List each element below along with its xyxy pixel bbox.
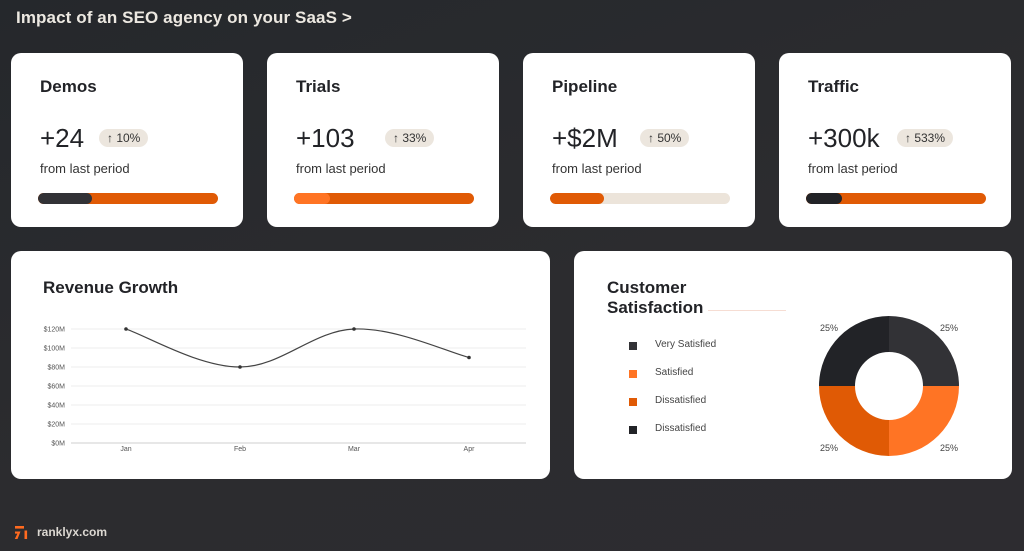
kpi-subtitle: from last period <box>296 161 386 176</box>
kpi-title: Demos <box>40 77 97 96</box>
kpi-value: +300k <box>808 123 880 153</box>
kpi-value: +$2M <box>552 123 618 153</box>
legend-item: Satisfied <box>629 367 829 383</box>
legend-item: Very Satisfied <box>629 339 829 355</box>
data-point <box>238 365 242 369</box>
chart-title: Revenue Growth <box>43 278 179 297</box>
svg-text:$120M: $120M <box>44 327 66 334</box>
kpi-title: Traffic <box>808 77 860 96</box>
legend-swatch <box>629 426 637 434</box>
slice-label: 25% <box>940 443 958 453</box>
kpi-subtitle: from last period <box>40 161 130 176</box>
brand-name: ranklyx.com <box>37 525 108 539</box>
svg-text:$0M: $0M <box>51 441 65 448</box>
data-points <box>124 327 471 369</box>
legend-label: Satisfied <box>655 367 694 378</box>
kpi-value: +103 <box>296 123 355 153</box>
kpi-progress-bar <box>38 193 218 204</box>
kpi-change-badge: ↑ 533% <box>897 129 954 147</box>
data-point <box>352 327 356 331</box>
ranklyx-logo-icon <box>14 526 28 539</box>
kpi-progress-fill <box>38 193 92 204</box>
y-axis-ticks: $0M $20M $40M $60M $80M $100M $120M <box>44 327 66 448</box>
donut-slice <box>819 316 889 386</box>
x-axis-ticks: Jan Feb Mar Apr <box>120 446 475 453</box>
svg-text:Jan: Jan <box>120 446 131 453</box>
chart-title: Customer Satisfaction <box>607 278 704 317</box>
kpi-progress-bar <box>294 193 474 204</box>
legend-swatch <box>629 342 637 350</box>
slice-label: 25% <box>820 443 838 453</box>
legend-item: Dissatisfied <box>629 395 829 411</box>
data-point <box>467 355 471 360</box>
kpi-progress-fill <box>294 193 330 204</box>
legend-label: Dissatisfied <box>655 395 707 406</box>
donut-slices <box>819 316 959 456</box>
revenue-line-chart: $0M $20M $40M $60M $80M $100M $120M Jan Feb Mar A… <box>44 327 526 453</box>
revenue-line <box>125 328 470 368</box>
kpi-card-pipeline: Pipeline +$2M ↑ 50% from last period <box>523 53 755 227</box>
kpi-value: +24 <box>40 123 85 153</box>
kpi-card-trials: Trials +103 ↑ 33% from last period <box>267 53 499 227</box>
kpi-change-badge: ↑ 33% <box>385 129 435 147</box>
kpi-card-traffic: Traffic +300k ↑ 533% from last period <box>779 53 1011 227</box>
slice-label: 25% <box>820 323 838 333</box>
donut-slice <box>889 386 959 456</box>
customer-satisfaction-card: Customer Satisfaction Very Satisfied Sat… <box>574 251 1012 479</box>
svg-text:$80M: $80M <box>47 365 65 372</box>
kpi-title: Pipeline <box>552 77 618 96</box>
kpi-progress-bar <box>806 193 986 204</box>
legend-label: Very Satisfied <box>655 339 717 350</box>
slice-label: 25% <box>940 323 958 333</box>
kpi-progress-fill <box>806 193 842 204</box>
svg-text:Apr: Apr <box>464 446 476 453</box>
legend-swatch <box>629 370 637 378</box>
kpi-subtitle: from last period <box>808 161 898 176</box>
kpi-card-demos: Demos +24 ↑ 10% from last period <box>11 53 243 227</box>
legend-item: Dissatisfied <box>629 423 829 439</box>
legend-swatch <box>629 398 637 406</box>
kpi-progress-bar <box>550 193 730 204</box>
svg-text:$20M: $20M <box>47 422 65 429</box>
satisfaction-donut-chart: 25% 25% 25% 25% <box>819 316 959 456</box>
revenue-growth-card: Revenue Growth $0M $20M $40M $60M $80M $100M $… <box>11 251 550 479</box>
svg-text:Mar: Mar <box>348 446 361 453</box>
kpi-progress-fill <box>550 193 604 204</box>
svg-text:Feb: Feb <box>234 446 246 453</box>
kpi-title: Trials <box>296 77 341 96</box>
chart-gridlines <box>71 328 526 444</box>
data-point <box>124 327 128 331</box>
kpi-subtitle: from last period <box>552 161 642 176</box>
svg-text:$40M: $40M <box>47 403 65 410</box>
slice-labels: 25% 25% 25% 25% <box>820 323 958 453</box>
kpi-change-badge: ↑ 50% <box>640 129 690 147</box>
kpi-change-badge: ↑ 10% <box>99 129 149 147</box>
legend-label: Dissatisfied <box>655 423 707 434</box>
donut-slice <box>819 386 889 456</box>
page-title[interactable]: Impact of an SEO agency on your SaaS > <box>16 8 352 27</box>
title-divider <box>708 310 786 311</box>
svg-text:$100M: $100M <box>44 346 66 353</box>
svg-text:$60M: $60M <box>47 384 65 391</box>
brand-logo[interactable]: ranklyx.com <box>14 524 107 542</box>
donut-slice <box>889 316 959 386</box>
